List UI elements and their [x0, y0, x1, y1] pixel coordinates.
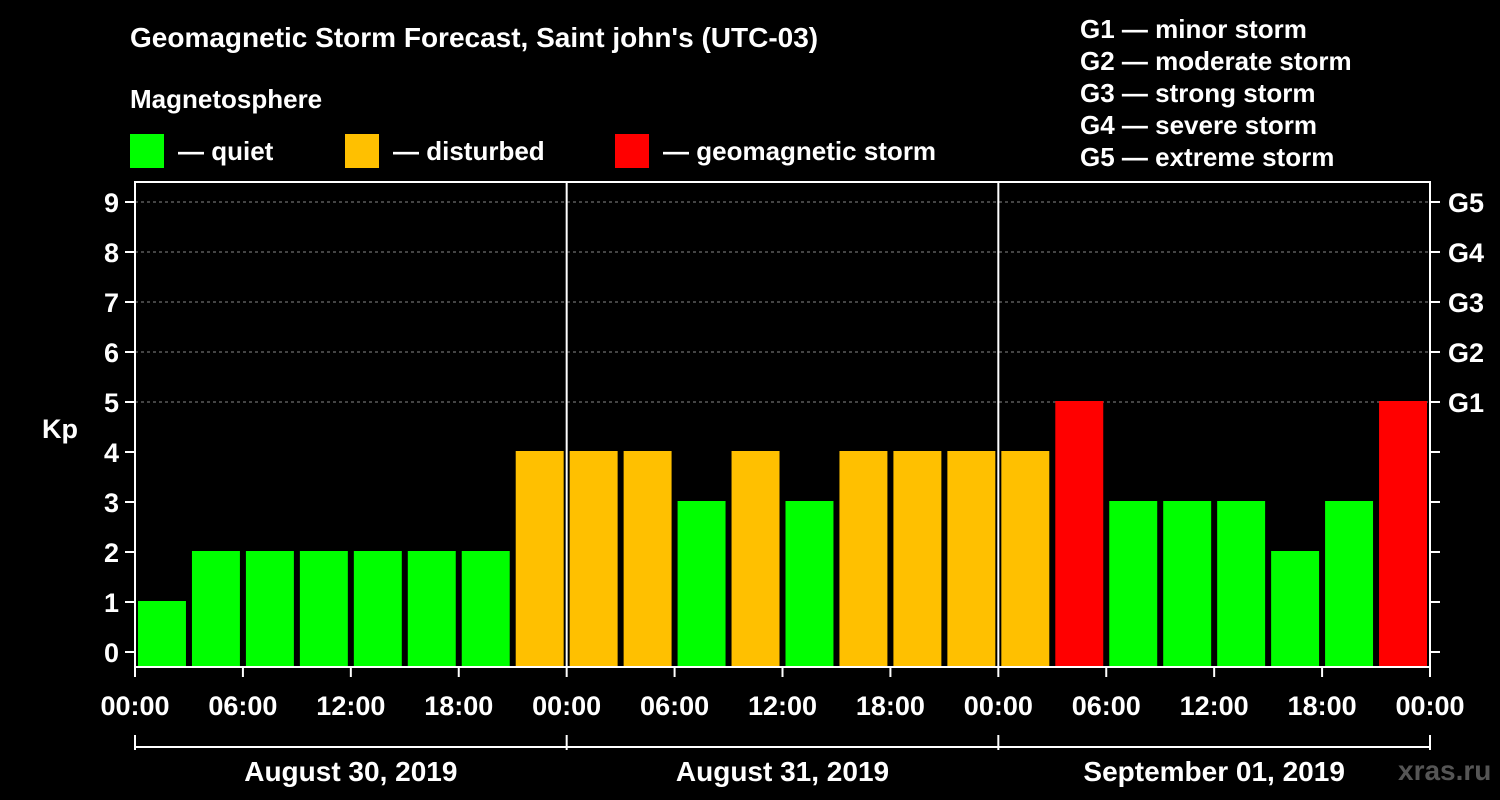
- kp-bar: [839, 451, 888, 667]
- kp-bar: [731, 451, 780, 667]
- y-tick-label: 8: [104, 238, 119, 268]
- g-scale-label: G3: [1448, 288, 1484, 318]
- y-tick-label: 0: [104, 638, 119, 668]
- legend-label-quiet: — quiet: [178, 135, 274, 166]
- kp-bar: [461, 551, 510, 667]
- kp-bar: [1325, 501, 1374, 667]
- y-tick-label: 7: [104, 288, 119, 318]
- x-tick-label: 06:00: [1072, 691, 1141, 721]
- kp-bar: [407, 551, 456, 667]
- x-tick-label: 00:00: [964, 691, 1033, 721]
- kp-bar: [1001, 451, 1050, 667]
- y-tick-label: 2: [104, 538, 119, 568]
- legend-quiet: — quiet: [130, 134, 273, 168]
- y-tick-label: 1: [104, 588, 119, 618]
- kp-bar: [353, 551, 402, 667]
- g-legend-g3: G3 — strong storm: [1080, 78, 1316, 108]
- kp-bar: [191, 551, 240, 667]
- g-legend-g5: G5 — extreme storm: [1080, 142, 1335, 172]
- kp-bar: [947, 451, 996, 667]
- legend-label-disturbed: — disturbed: [393, 135, 545, 166]
- legend-swatch-quiet: [130, 134, 164, 168]
- watermark: xras.ru: [1398, 755, 1492, 786]
- x-tick-label: 18:00: [424, 691, 493, 721]
- kp-bar: [893, 451, 942, 667]
- y-tick-label: 9: [104, 188, 119, 218]
- x-tick-label: 00:00: [100, 691, 169, 721]
- x-tick-label: 12:00: [748, 691, 817, 721]
- y-tick-label: 4: [104, 438, 119, 468]
- g-legend-g4: G4 — severe storm: [1080, 110, 1318, 140]
- x-tick-label: 06:00: [208, 691, 277, 721]
- x-tick-label: 06:00: [640, 691, 709, 721]
- day-label: September 01, 2019: [1083, 756, 1345, 787]
- kp-bar: [623, 451, 672, 667]
- legend-label-storm: — geomagnetic storm: [663, 135, 937, 166]
- kp-bar: [785, 501, 834, 667]
- y-tick-label: 5: [104, 388, 119, 418]
- x-tick-label: 12:00: [1180, 691, 1249, 721]
- kp-bar: [299, 551, 348, 667]
- legend-swatch-storm: [615, 134, 649, 168]
- kp-bar: [1109, 501, 1158, 667]
- kp-bar: [1217, 501, 1266, 667]
- legend-swatch-disturbed: [345, 134, 379, 168]
- kp-bar: [569, 451, 618, 667]
- kp-bar: [515, 451, 564, 667]
- day-label: August 30, 2019: [244, 756, 457, 787]
- legend-storm: — geomagnetic storm: [615, 134, 936, 168]
- kp-bar: [1271, 551, 1320, 667]
- g-scale-label: G1: [1448, 388, 1484, 418]
- x-tick-label: 12:00: [316, 691, 385, 721]
- y-tick-label: 3: [104, 488, 119, 518]
- g-scale-label: G5: [1448, 188, 1484, 218]
- g-scale-label: G2: [1448, 338, 1484, 368]
- day-label: August 31, 2019: [676, 756, 889, 787]
- magnetosphere-label: Magnetosphere: [130, 84, 323, 114]
- y-tick-label: 6: [104, 338, 119, 368]
- kp-bar: [1379, 401, 1427, 667]
- kp-bar: [245, 551, 294, 667]
- x-tick-label: 18:00: [856, 691, 925, 721]
- g-legend-g1: G1 — minor storm: [1080, 14, 1307, 44]
- kp-bar: [1163, 501, 1212, 667]
- chart-title: Geomagnetic Storm Forecast, Saint john's…: [130, 22, 819, 53]
- kp-bar: [677, 501, 726, 667]
- x-tick-label: 00:00: [1395, 691, 1464, 721]
- x-tick-label: 00:00: [532, 691, 601, 721]
- y-axis-label: Kp: [42, 414, 78, 444]
- kp-bar: [138, 601, 186, 667]
- g-legend-g2: G2 — moderate storm: [1080, 46, 1352, 76]
- g-scale-label: G4: [1448, 238, 1484, 268]
- kp-bar: [1055, 401, 1104, 667]
- x-tick-label: 18:00: [1288, 691, 1357, 721]
- legend-disturbed: — disturbed: [345, 134, 545, 168]
